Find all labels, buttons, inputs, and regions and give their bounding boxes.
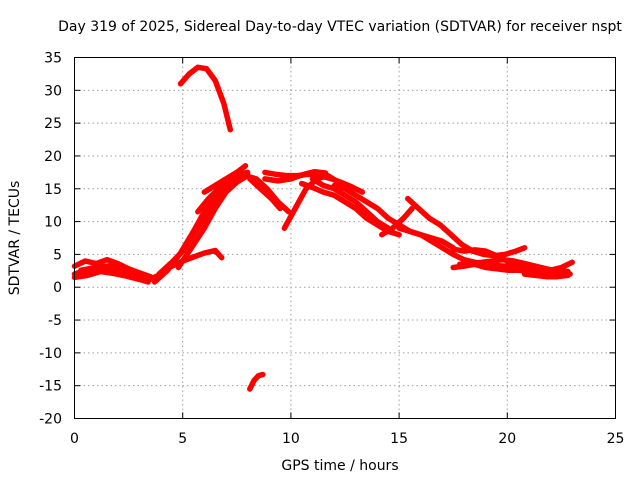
series-arc-21 xyxy=(379,205,415,238)
series-arc-15 xyxy=(262,169,366,195)
y-tick-label: 30 xyxy=(44,83,62,99)
axis-ticks xyxy=(74,57,616,419)
y-tick-label: -5 xyxy=(48,313,62,329)
series-arc-26 xyxy=(450,259,575,275)
series-arc-27 xyxy=(521,271,571,280)
series-arc-22 xyxy=(405,195,528,259)
y-tick-label: 20 xyxy=(44,149,62,165)
grid xyxy=(74,57,616,419)
chart-title: Day 319 of 2025, Sidereal Day-to-day VTE… xyxy=(58,19,622,35)
x-tick-label: 0 xyxy=(70,431,79,447)
data-series xyxy=(71,64,575,392)
y-tick-label: -10 xyxy=(39,346,62,362)
x-tick-labels: 0 5 10 15 20 25 xyxy=(70,431,624,447)
series-arc-11 xyxy=(177,64,234,133)
x-tick-label: 10 xyxy=(282,431,300,447)
y-tick-label: 10 xyxy=(44,215,62,231)
y-tick-label: 25 xyxy=(44,116,62,132)
series-arc-7 xyxy=(151,172,251,285)
plot-frame xyxy=(74,57,616,419)
series-arc-16 xyxy=(262,168,329,184)
y-tick-label: -15 xyxy=(39,379,62,395)
series-arc-13 xyxy=(242,172,292,215)
series-arc-12 xyxy=(247,371,266,392)
x-tick-label: 5 xyxy=(178,431,187,447)
series-arc-17 xyxy=(281,172,342,231)
x-axis-label: GPS time / hours xyxy=(281,458,398,474)
y-tick-label: -20 xyxy=(39,412,62,428)
series-arc-18 xyxy=(309,176,392,231)
y-axis-label: SDTVAR / TECUs xyxy=(7,181,23,296)
x-tick-label: 25 xyxy=(607,431,625,447)
y-tick-label: 5 xyxy=(53,247,62,263)
series-arc-14 xyxy=(247,176,283,212)
x-tick-label: 20 xyxy=(498,431,516,447)
series-arc-19 xyxy=(298,180,402,238)
series-arc-4 xyxy=(78,262,156,281)
series-arc-8 xyxy=(175,172,251,271)
series-arc-20 xyxy=(331,182,456,251)
series-arc-3 xyxy=(71,268,151,285)
x-tick-label: 15 xyxy=(390,431,408,447)
y-tick-labels: -20 -15 -10 -5 0 5 10 15 20 25 30 35 xyxy=(39,51,62,428)
series-arc-10 xyxy=(195,169,251,215)
y-tick-label: 15 xyxy=(44,182,62,198)
y-tick-label: 0 xyxy=(53,280,62,296)
y-tick-label: 35 xyxy=(44,51,62,67)
